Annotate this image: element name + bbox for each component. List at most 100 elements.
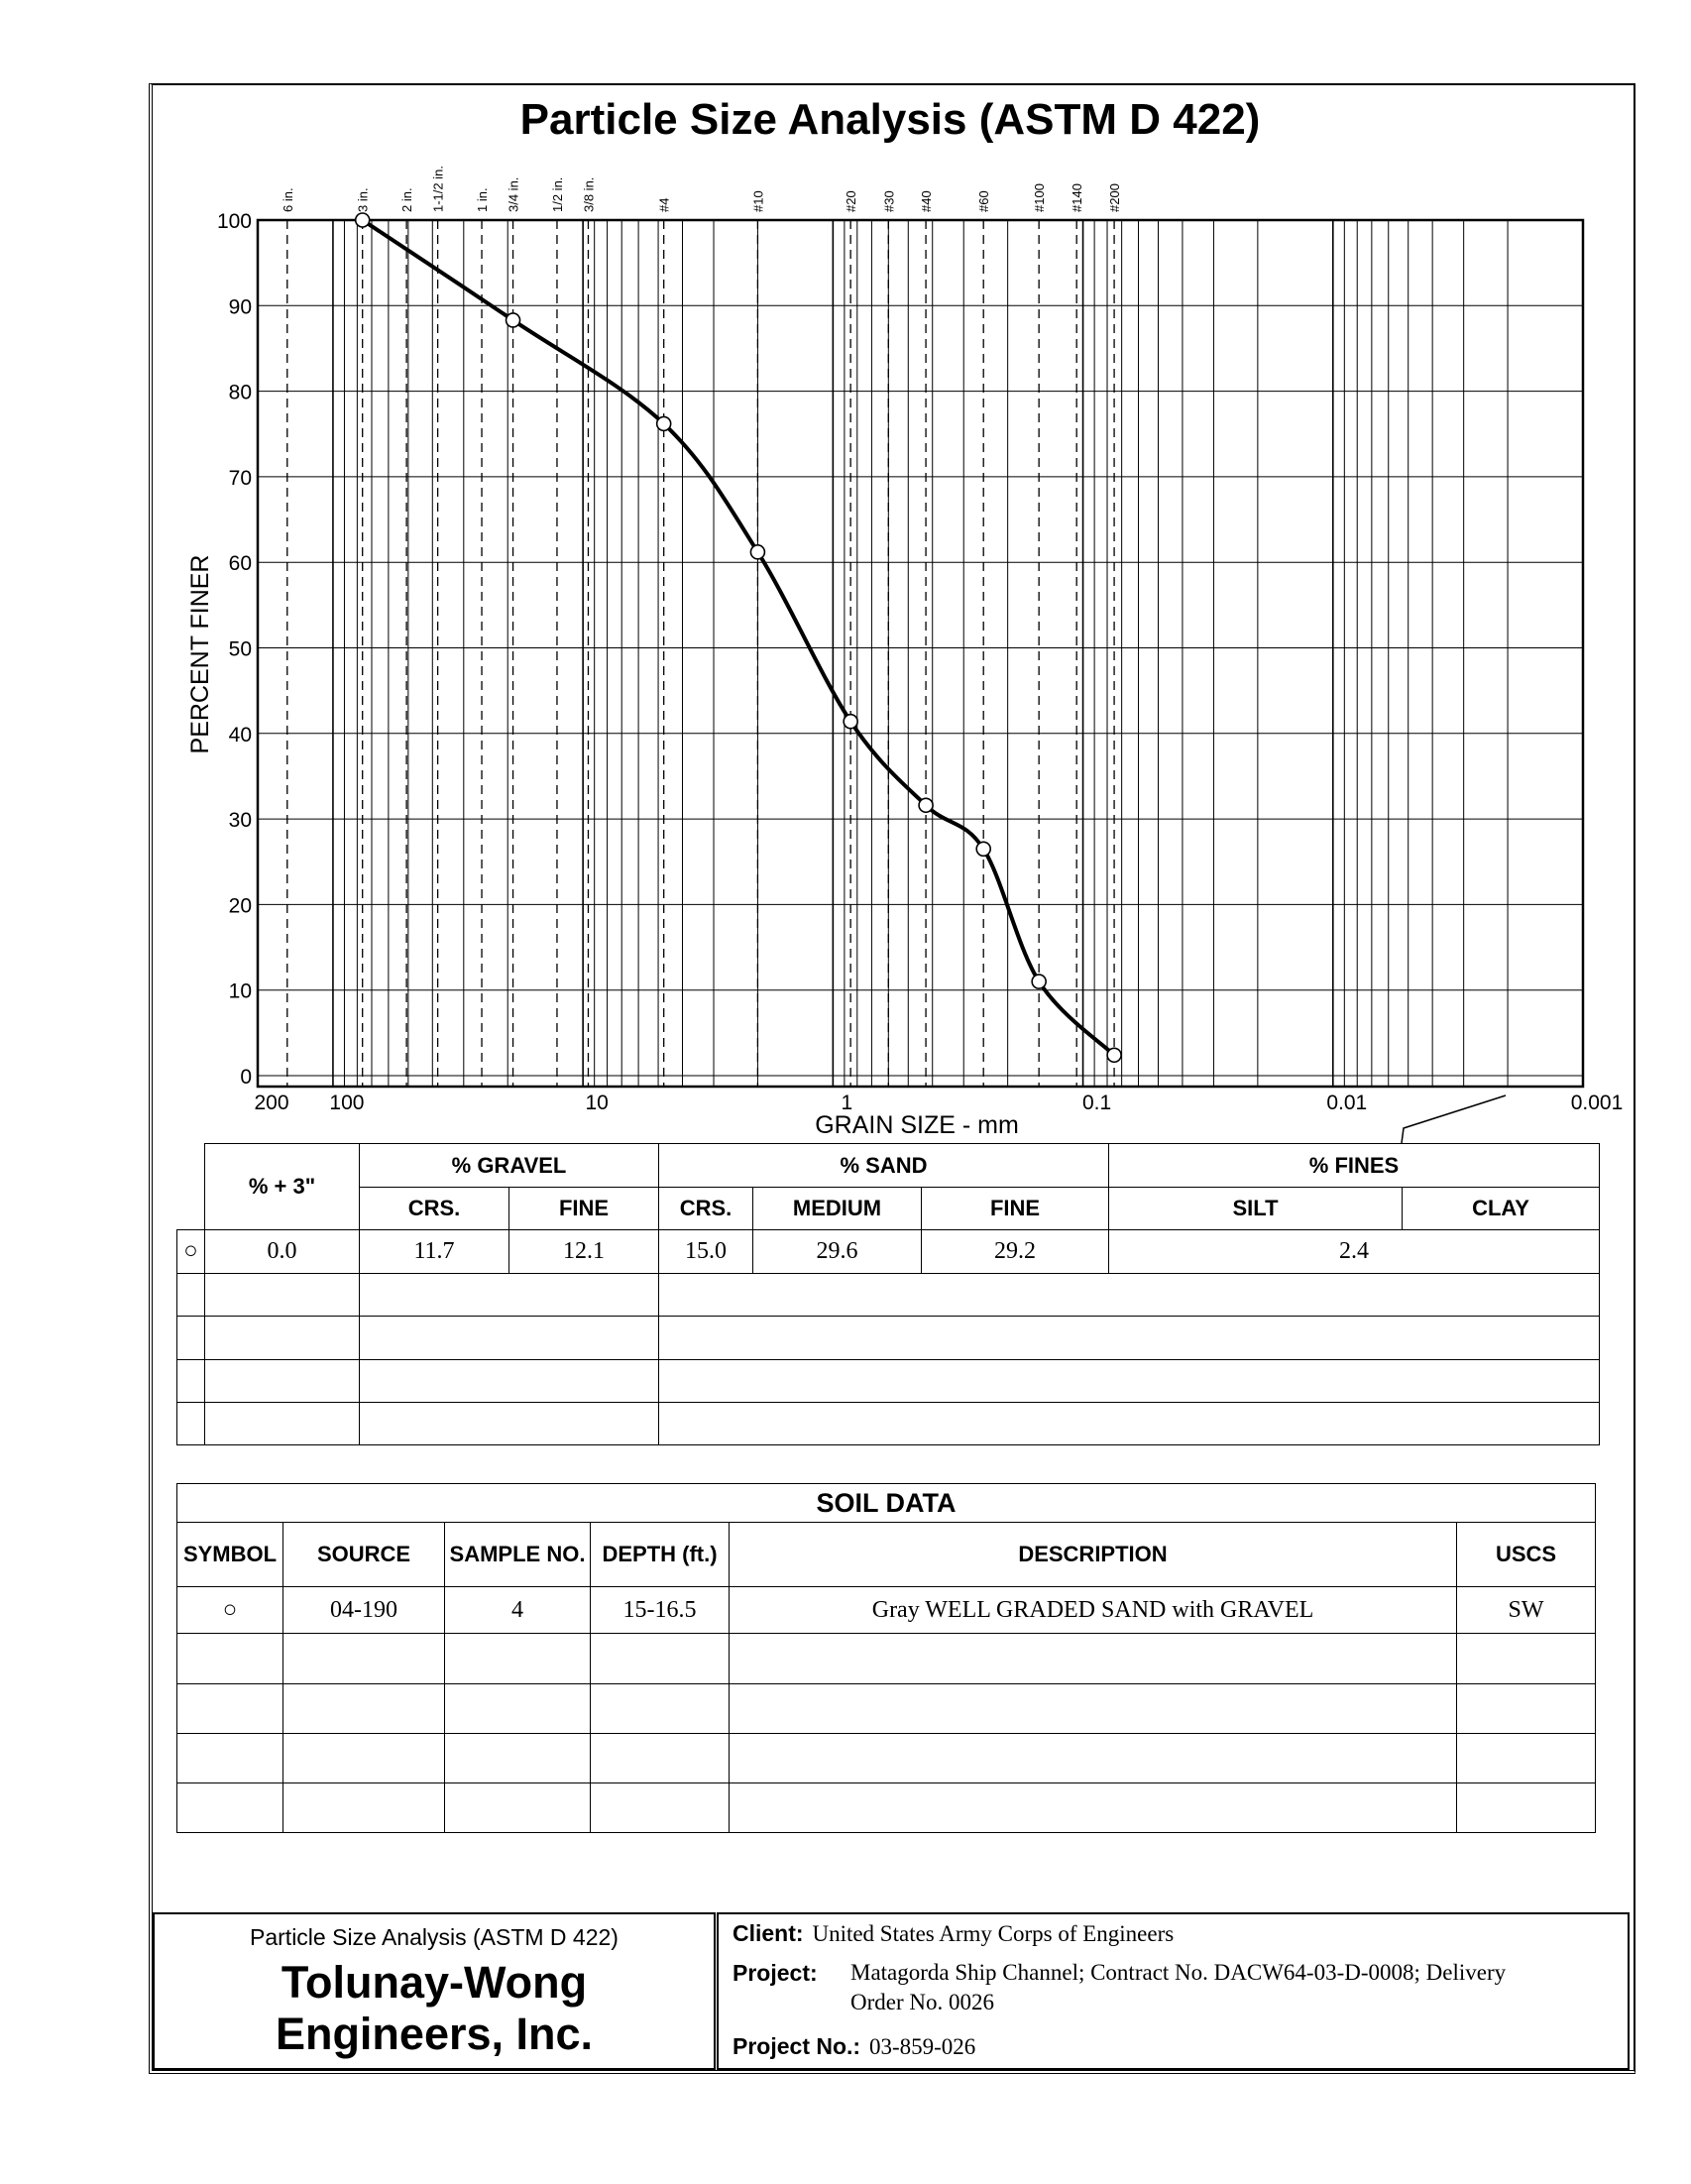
- report-name: Particle Size Analysis (ASTM D 422): [250, 1924, 619, 1950]
- depth-header: DEPTH (ft.): [590, 1522, 730, 1587]
- sieve-label: 3/8 in.: [581, 177, 596, 212]
- gravel-header: % GRAVEL: [359, 1143, 659, 1188]
- uscs-header: USCS: [1455, 1522, 1597, 1587]
- company-name-1: Tolunay-Wong: [281, 1957, 588, 2008]
- y-tick-label: 100: [217, 210, 252, 233]
- project-no-label: Project No.:: [733, 2033, 861, 2059]
- sand-crs-header: CRS.: [658, 1187, 753, 1230]
- gravel-crs-cell: 11.7: [359, 1229, 509, 1274]
- x-tick-label: 0.001: [1571, 1092, 1624, 1114]
- symbol-header: SYMBOL: [176, 1522, 283, 1587]
- symbol-cell: ○: [176, 1586, 283, 1634]
- project-value-2: Order No. 0026: [850, 1990, 994, 2014]
- x-tick-label: 200: [254, 1092, 288, 1114]
- data-point: [354, 212, 371, 228]
- y-tick-label: 60: [229, 552, 252, 575]
- plot-frame: [256, 218, 1585, 1089]
- client-value: United States Army Corps of Engineers: [812, 1921, 1175, 1946]
- x-tick-label: 1: [842, 1092, 853, 1114]
- data-point: [843, 713, 858, 730]
- y-tick-label: 40: [229, 724, 252, 747]
- sieve-label: #140: [1070, 183, 1084, 212]
- sieve-label: 3/4 in.: [507, 177, 521, 212]
- x-tick-label: 10: [585, 1092, 608, 1114]
- page-frame: [149, 83, 1635, 2074]
- client-label: Client:: [733, 1920, 804, 1946]
- data-point: [918, 797, 934, 814]
- x-axis-label: GRAIN SIZE - mm: [815, 1111, 1019, 1139]
- soil-data-table: SOIL DATA SYMBOL SOURCE SAMPLE NO. DEPTH…: [175, 1483, 1597, 1833]
- y-tick-label: 10: [229, 980, 252, 1003]
- y-tick-label: 20: [229, 894, 252, 917]
- y-tick-label: 0: [240, 1066, 252, 1089]
- sieve-label: #200: [1107, 183, 1122, 212]
- silt-header: SILT: [1108, 1187, 1403, 1230]
- data-point: [505, 312, 521, 328]
- y-tick-label: 50: [229, 638, 252, 661]
- project-label: Project:: [733, 1960, 818, 1986]
- sieve-label: #100: [1032, 183, 1047, 212]
- sand-medium-cell: 29.6: [752, 1229, 922, 1274]
- gravel-fine-header: FINE: [508, 1187, 659, 1230]
- table-row: [176, 1402, 1600, 1445]
- data-point: [1031, 974, 1047, 989]
- sieve-label: #40: [919, 190, 934, 212]
- table-row: [176, 1683, 1597, 1734]
- data-point: [655, 415, 672, 432]
- sample-cell: 4: [444, 1586, 591, 1634]
- table-row: [176, 1359, 1600, 1403]
- plus3-cell: 0.0: [204, 1229, 360, 1274]
- depth-cell: 15-16.5: [590, 1586, 730, 1634]
- gravel-fine-cell: 12.1: [508, 1229, 659, 1274]
- plus3-header: % + 3": [204, 1143, 360, 1230]
- sieve-label: 2 in.: [399, 187, 414, 212]
- table-row: ○ 0.0 11.7 12.1 15.0 29.6 29.2 2.4: [176, 1229, 1600, 1274]
- symbol-cell: ○: [176, 1229, 205, 1274]
- fines-header: % FINES: [1108, 1143, 1600, 1188]
- sieve-label: #4: [657, 198, 672, 212]
- sieve-label: #60: [976, 190, 991, 212]
- project-value-1: Matagorda Ship Channel; Contract No. DAC…: [850, 1960, 1507, 1985]
- soil-data-title: SOIL DATA: [175, 1483, 1597, 1523]
- data-point: [749, 544, 766, 560]
- sand-header: % SAND: [658, 1143, 1109, 1188]
- fines-cell: 2.4: [1108, 1229, 1600, 1274]
- data-point: [1106, 1047, 1122, 1064]
- sample-header: SAMPLE NO.: [444, 1522, 591, 1587]
- y-axis-label: PERCENT FINER: [186, 555, 214, 754]
- table-row: [176, 1316, 1600, 1360]
- sieve-label: 6 in.: [281, 187, 295, 212]
- y-tick-label: 30: [229, 809, 252, 832]
- table-row: [176, 1782, 1597, 1833]
- table-row: [176, 1733, 1597, 1783]
- gravel-crs-header: CRS.: [359, 1187, 509, 1230]
- description-header: DESCRIPTION: [729, 1522, 1457, 1587]
- sieve-label: #10: [750, 190, 765, 212]
- project-no-value: 03-859-026: [868, 2034, 976, 2059]
- company-name-2: Engineers, Inc.: [275, 2009, 594, 2059]
- gradation-chart: 0 10 20 30 40 50 60 70 80 90 100 6 in. 3 in. 2 in. 1-1…: [186, 166, 1624, 1144]
- x-tick-label: 0.1: [1082, 1092, 1111, 1114]
- x-tick-label: 0.01: [1326, 1092, 1367, 1114]
- source-cell: 04-190: [282, 1586, 445, 1634]
- project-box: Client: United States Army Corps of Engi…: [717, 1912, 1630, 2070]
- table-row: [176, 1633, 1597, 1684]
- sieve-label: 1-1/2 in.: [431, 166, 446, 212]
- source-header: SOURCE: [282, 1522, 445, 1587]
- table-row: ○ 04-190 4 15-16.5 Gray WELL GRADED SAND…: [176, 1586, 1597, 1634]
- sieve-label: 1/2 in.: [550, 177, 565, 212]
- sand-crs-cell: 15.0: [658, 1229, 753, 1274]
- x-tick-label: 100: [329, 1092, 364, 1114]
- chart-title: Particle Size Analysis (ASTM D 422): [519, 95, 1261, 144]
- sieve-label: #30: [881, 190, 896, 212]
- sand-fine-cell: 29.2: [921, 1229, 1109, 1274]
- uscs-cell: SW: [1455, 1586, 1597, 1634]
- description-cell: Gray WELL GRADED SAND with GRAVEL: [729, 1586, 1457, 1634]
- data-point: [975, 841, 992, 858]
- gradation-table: % + 3" % GRAVEL % SAND % FINES CRS. FINE…: [176, 1143, 1600, 1445]
- sieve-label: 3 in.: [356, 187, 371, 212]
- sand-fine-header: FINE: [921, 1187, 1109, 1230]
- y-tick-label: 80: [229, 382, 252, 404]
- gradation-curve: [361, 218, 1116, 1057]
